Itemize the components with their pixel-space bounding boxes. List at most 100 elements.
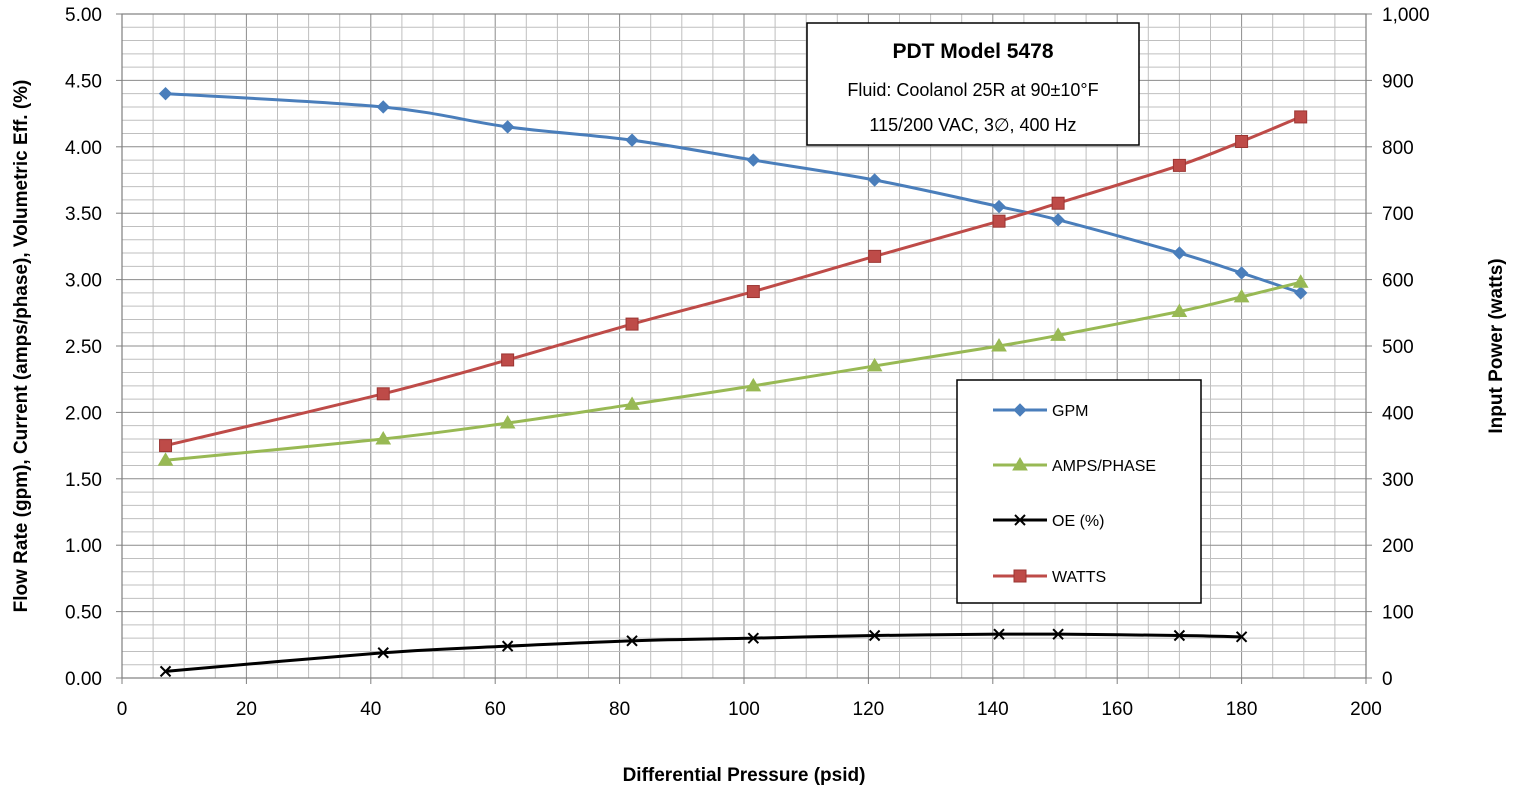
- data-point-amps-phase: [1233, 288, 1250, 303]
- y-right-tick-label: 900: [1382, 71, 1414, 92]
- gridlines: [121, 13, 1367, 679]
- data-point-watts: [1051, 196, 1065, 210]
- y-right-tick-label: 700: [1382, 204, 1414, 225]
- data-point-oe: [626, 635, 638, 647]
- y-axis-right-title: Input Power (watts): [1486, 258, 1507, 433]
- data-point-gpm: [746, 153, 761, 167]
- y-right-tick-label: 0: [1382, 669, 1393, 690]
- y-right-tick-label: 800: [1382, 138, 1414, 159]
- x-tick-label: 20: [236, 699, 257, 720]
- chart-info-box: PDT Model 5478 Fluid: Coolanol 25R at 90…: [806, 22, 1140, 146]
- data-point-watts: [376, 387, 390, 401]
- data-point-amps-phase: [157, 452, 174, 466]
- series-oe: [159, 628, 1248, 678]
- legend-item-oe: OE (%): [993, 513, 1104, 530]
- data-point-amps-phase: [745, 377, 762, 392]
- data-point-gpm: [158, 86, 173, 101]
- series-line-amps-phase: [165, 280, 1302, 462]
- y-right-tick-label: 400: [1382, 403, 1414, 424]
- x-tick-label: 140: [977, 699, 1009, 720]
- legend-item-watts: WATTS: [993, 569, 1106, 586]
- axes: 0 20 40 60 80 100 120 140 160 180 200 0.00 0.50 1.00 1…: [65, 5, 1430, 720]
- data-point-oe: [1235, 631, 1248, 643]
- data-point-oe: [159, 665, 172, 678]
- info-box-frame: [806, 22, 1140, 146]
- y-right-tick-label: 1,000: [1382, 5, 1430, 26]
- data-point-amps-phase: [499, 415, 516, 429]
- data-point-watts: [1294, 110, 1308, 124]
- y-left-tick-label: 4.50: [65, 71, 102, 92]
- x-tick-label: 160: [1101, 699, 1133, 720]
- data-point-amps-phase: [866, 357, 883, 372]
- y-left-tick-label: 3.00: [65, 271, 102, 292]
- x-tick-label: 80: [609, 699, 630, 720]
- annotation-power: 115/200 VAC, 3∅, 400 Hz: [869, 115, 1076, 135]
- y-left-tick-label: 5.00: [65, 5, 102, 26]
- data-point-gpm: [1293, 286, 1308, 300]
- y-right-tick-label: 500: [1382, 337, 1414, 358]
- x-axis-title: Differential Pressure (psid): [623, 765, 866, 786]
- legend-label-gpm: GPM: [1052, 403, 1088, 420]
- y-left-tick-label: 1.50: [65, 470, 102, 491]
- x-tick-label: 40: [360, 699, 381, 720]
- data-point-gpm: [992, 199, 1006, 214]
- data-point-oe: [868, 629, 881, 642]
- data-point-oe: [501, 640, 514, 652]
- data-point-watts: [1172, 158, 1186, 172]
- data-point-oe: [747, 632, 760, 644]
- legend-marker-watts: [1013, 569, 1027, 583]
- y-right-tick-label: 100: [1382, 603, 1414, 624]
- y-left-tick-label: 1.00: [65, 536, 102, 557]
- y-right-tick-label: 600: [1382, 271, 1414, 292]
- data-point-watts: [746, 285, 760, 299]
- series-line-oe: [165, 632, 1242, 673]
- data-point-watts: [1235, 134, 1249, 148]
- y-axis-left-title: Flow Rate (gpm), Current (amps/phase), V…: [11, 80, 32, 613]
- series-gpm: [158, 86, 1308, 300]
- data-point-watts: [992, 214, 1006, 228]
- data-point-amps-phase: [624, 396, 640, 410]
- data-point-gpm: [1172, 246, 1187, 260]
- data-point-watts: [625, 317, 639, 331]
- series-amps-phase: [157, 274, 1309, 466]
- data-point-gpm: [376, 100, 390, 114]
- x-tick-label: 180: [1226, 699, 1258, 720]
- data-point-oe: [993, 628, 1005, 640]
- y-left-tick-label: 2.00: [65, 403, 102, 424]
- y-left-tick-label: 0.00: [65, 669, 102, 690]
- series: [157, 86, 1309, 678]
- y-left-tick-label: 4.00: [65, 138, 102, 159]
- annotation-fluid: Fluid: Coolanol 25R at 90±10°F: [847, 80, 1098, 100]
- x-tick-label: 60: [485, 699, 506, 720]
- data-point-oe: [1052, 628, 1064, 640]
- x-tick-label: 100: [728, 699, 760, 720]
- y-left-tick-label: 2.50: [65, 337, 102, 358]
- legend-label-watts: WATTS: [1052, 569, 1106, 586]
- data-point-gpm: [1234, 266, 1249, 280]
- data-point-gpm: [625, 133, 639, 147]
- data-point-amps-phase: [1171, 303, 1188, 317]
- series-watts: [159, 110, 1308, 453]
- data-point-amps-phase: [1050, 327, 1066, 341]
- legend-label-oe: OE (%): [1052, 513, 1104, 530]
- legend-marker-amps-phase: [1012, 457, 1028, 471]
- data-point-watts: [159, 439, 173, 453]
- data-point-amps-phase: [991, 338, 1007, 352]
- data-point-oe: [377, 647, 389, 659]
- legend-label-amps-phase: AMPS/PHASE: [1052, 458, 1156, 475]
- legend-frame: [956, 379, 1202, 604]
- legend-item-gpm: GPM: [993, 403, 1088, 420]
- data-point-watts: [868, 249, 882, 263]
- data-point-amps-phase: [1292, 274, 1309, 288]
- x-tick-label: 120: [853, 699, 885, 720]
- x-tick-label: 200: [1350, 699, 1382, 720]
- data-point-gpm: [500, 120, 515, 134]
- data-point-gpm: [867, 173, 882, 187]
- legend-item-amps-phase: AMPS/PHASE: [993, 457, 1156, 475]
- legend: GPM AMPS/PHASE OE (%) WATTS: [956, 379, 1202, 604]
- y-right-tick-label: 300: [1382, 470, 1414, 491]
- y-left-tick-label: 0.50: [65, 603, 102, 624]
- data-point-gpm: [1051, 213, 1065, 227]
